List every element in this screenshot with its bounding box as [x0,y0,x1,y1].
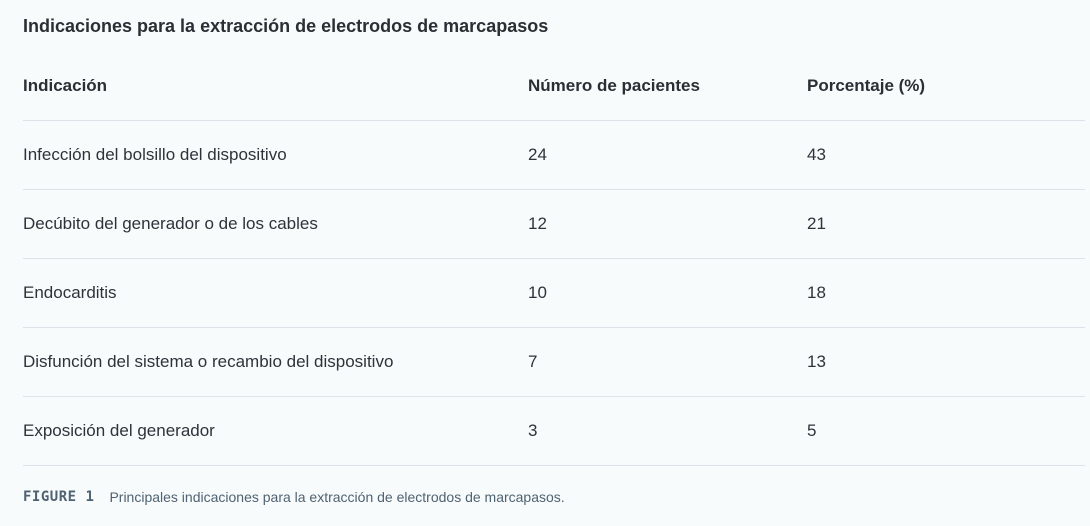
table-row: Endocarditis 10 18 [23,259,1085,328]
cell-pacientes: 10 [528,283,547,302]
cell-porcentaje: 18 [807,283,826,302]
cell-indicacion: Infección del bolsillo del dispositivo [23,145,287,164]
table-header-row: Indicación Número de pacientes Porcentaj… [23,52,1085,121]
header-porcentaje: Porcentaje (%) [807,76,926,95]
cell-indicacion: Decúbito del generador o de los cables [23,214,318,233]
header-numero-pacientes: Número de pacientes [528,76,700,95]
table-row: Exposición del generador 3 5 [23,397,1085,466]
table-row: Disfunción del sistema o recambio del di… [23,328,1085,397]
figure-caption: FIGURE 1 Principales indicaciones para l… [23,489,565,505]
cell-porcentaje: 43 [807,145,826,164]
indications-table: Indicación Número de pacientes Porcentaj… [23,52,1085,466]
figure-label: FIGURE 1 [23,489,95,505]
cell-pacientes: 3 [528,421,538,440]
cell-porcentaje: 5 [807,421,817,440]
cell-indicacion: Endocarditis [23,283,117,302]
cell-porcentaje: 13 [807,352,826,371]
table-row: Infección del bolsillo del dispositivo 2… [23,121,1085,190]
cell-porcentaje: 21 [807,214,826,233]
cell-pacientes: 12 [528,214,547,233]
cell-pacientes: 7 [528,352,538,371]
cell-indicacion: Exposición del generador [23,421,215,440]
figure-caption-text: Principales indicaciones para la extracc… [109,489,565,505]
table-row: Decúbito del generador o de los cables 1… [23,190,1085,259]
cell-indicacion: Disfunción del sistema o recambio del di… [23,352,394,371]
cell-pacientes: 24 [528,145,547,164]
header-indicacion: Indicación [23,76,108,95]
table-title: Indicaciones para la extracción de elect… [23,16,549,36]
